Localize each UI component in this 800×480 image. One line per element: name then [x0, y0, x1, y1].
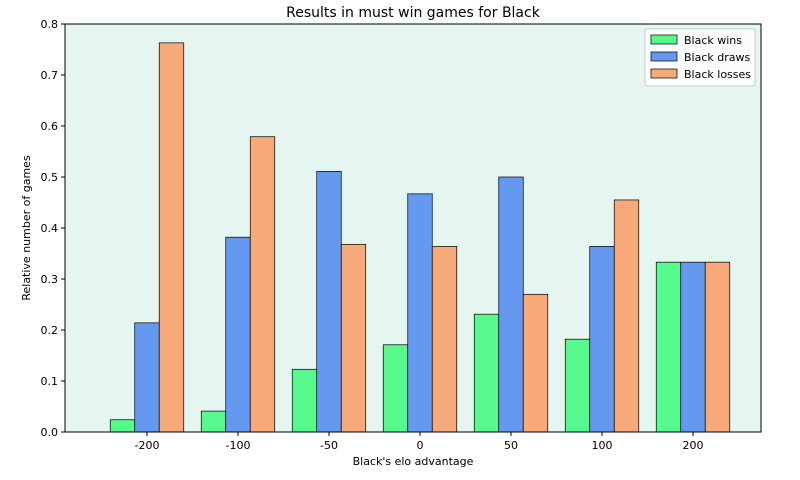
bar-black-wins--200	[109, 419, 136, 433]
bar-black-losses-100	[613, 199, 640, 433]
bar-black-wins-100	[564, 338, 591, 433]
y-tick-label: 0.3	[41, 273, 59, 286]
bar-black-draws-200	[680, 261, 706, 433]
bar-black-losses--200	[158, 42, 185, 433]
y-axis-label: Relative number of games	[20, 155, 33, 301]
bar-black-draws-50	[498, 176, 524, 433]
bar-black-draws-0	[407, 193, 433, 433]
bar-black-wins--50	[291, 368, 318, 433]
bar-black-losses--100	[249, 136, 276, 433]
x-tick-label: -200	[135, 439, 160, 452]
legend-label: Black losses	[684, 68, 751, 81]
bar-black-losses-200	[704, 261, 731, 433]
bar-black-draws-100	[589, 246, 615, 433]
bar-black-wins-0	[382, 344, 409, 433]
legend-swatch	[650, 68, 678, 79]
x-tick-label: -50	[320, 439, 338, 452]
legend-swatch	[650, 34, 678, 45]
chart-title: Results in must win games for Black	[286, 5, 541, 21]
bar-black-losses--50	[340, 243, 367, 433]
y-tick-label: 0.8	[41, 18, 59, 31]
legend-swatch	[650, 51, 678, 62]
y-tick-label: 0.5	[41, 171, 59, 184]
x-tick-label: 100	[592, 439, 613, 452]
legend-label: Black draws	[684, 51, 751, 64]
bar-black-wins--100	[200, 410, 227, 433]
bar-black-wins-50	[473, 313, 500, 433]
x-axis-label: Black's elo advantage	[353, 455, 474, 468]
bar-black-losses-50	[522, 293, 549, 433]
bar-black-losses-0	[431, 246, 458, 433]
x-tick-label: -100	[226, 439, 251, 452]
bar-black-draws--100	[225, 236, 251, 433]
y-tick-label: 0.2	[41, 324, 59, 337]
x-tick-label: 200	[683, 439, 704, 452]
bar-black-draws--200	[134, 322, 160, 433]
legend-label: Black wins	[684, 34, 742, 47]
y-tick-label: 0.0	[41, 426, 59, 439]
y-tick-label: 0.6	[41, 120, 59, 133]
y-tick-label: 0.1	[41, 375, 59, 388]
bar-black-wins-200	[655, 261, 682, 433]
bar-black-draws--50	[316, 171, 342, 433]
x-tick-label: 50	[504, 439, 518, 452]
y-tick-label: 0.7	[41, 69, 59, 82]
x-tick-label: 0	[417, 439, 424, 452]
legend: Black wins Black draws Black losses	[644, 28, 756, 87]
y-tick-label: 0.4	[41, 222, 59, 235]
